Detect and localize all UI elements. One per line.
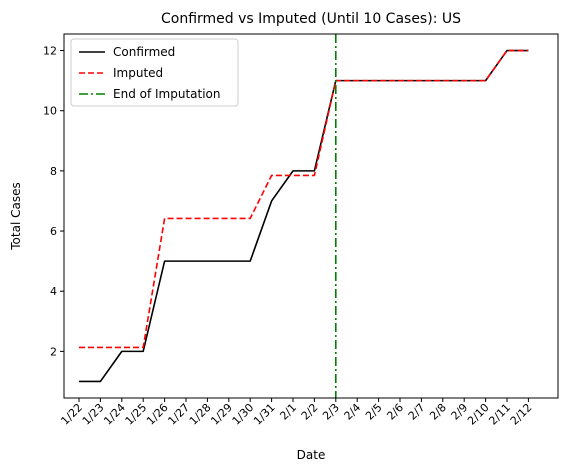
x-tick-label: 2/2 [299,401,321,423]
legend-label: Imputed [113,66,163,80]
y-tick-label: 8 [50,165,57,178]
x-tick-label: 2/7 [406,401,428,423]
x-tick-label: 2/8 [427,401,449,423]
y-tick-label: 2 [50,345,57,358]
x-tick-label: 2/4 [342,401,364,423]
axes: 2 4 6 8 10 12 1/221/231/241/251/261/271/281/29… [43,45,535,428]
x-tick-label: 2/11 [486,401,513,428]
x-tick-label: 2/3 [320,401,342,423]
legend-label: End of Imputation [113,87,221,101]
x-tick-label: 1/23 [80,401,107,428]
y-axis-title: Total Cases [9,182,23,250]
y-tick-label: 6 [50,225,57,238]
y-tick-label: 4 [50,285,57,298]
x-tick-label: 2/6 [384,401,406,423]
y-tick-label: 12 [43,45,57,58]
x-tick-label: 1/29 [208,401,235,428]
legend-box [70,38,239,107]
x-tick-label: 1/31 [251,401,278,428]
x-tick-label: 1/22 [58,401,85,428]
legend-label: Confirmed [113,45,175,59]
x-tick-label: 2/5 [363,401,385,423]
x-tick-label: 1/30 [230,401,257,428]
x-tick-label: 1/26 [144,401,171,428]
x-tick-label: 2/12 [508,401,535,428]
x-tick-label: 1/24 [101,401,128,428]
chart-title: Confirmed vs Imputed (Until 10 Cases): U… [161,11,461,27]
x-tick-label: 2/10 [465,401,492,428]
x-tick-label: 1/27 [165,401,192,428]
series-line-imputed [79,49,529,349]
legend: Confirmed Imputed End of Imputation [70,38,239,107]
x-tick-label: 1/25 [123,401,150,428]
x-tick-label: 1/28 [187,401,214,428]
plot-frame [63,33,559,399]
plot-area [79,34,529,398]
y-tick-label: 10 [43,105,57,118]
x-axis-title: Date [297,448,326,462]
x-tick-label: 2/1 [277,401,299,423]
